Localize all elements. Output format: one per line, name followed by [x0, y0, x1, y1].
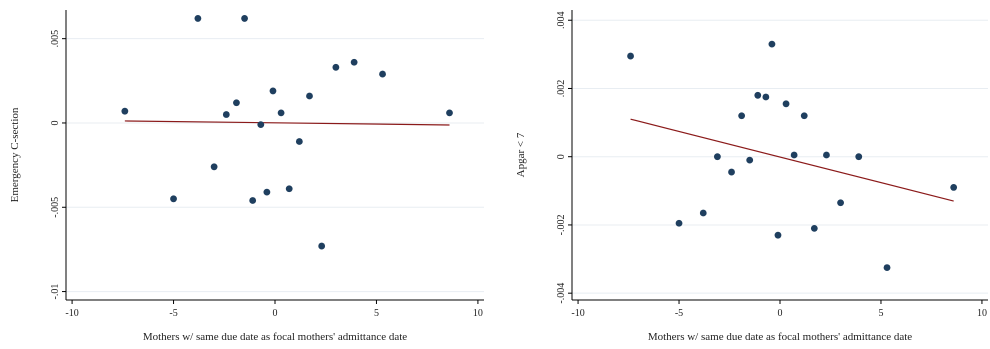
x-tick-label: 0	[778, 308, 783, 319]
data-point	[295, 138, 303, 145]
data-point	[263, 188, 271, 196]
data-point	[332, 63, 340, 71]
chart-emergency-c-section: -.01 -.005 0 .005 -10 -5 0 5 10 Mothers w/ same d…	[9, 10, 484, 343]
data-point	[810, 224, 818, 232]
y-tick-label: -.002	[556, 215, 567, 236]
fit-line	[124, 120, 450, 126]
data-point	[257, 121, 265, 129]
data-point	[233, 99, 240, 107]
data-point	[823, 151, 830, 159]
data-point	[774, 231, 782, 239]
x-tick-label: 10	[473, 308, 483, 319]
data-point	[855, 153, 863, 161]
data-point	[950, 184, 958, 191]
data-point	[350, 58, 358, 66]
y-tick-label: .005	[50, 30, 61, 48]
data-point	[699, 209, 707, 217]
data-point	[883, 264, 891, 271]
data-point	[754, 91, 762, 99]
y-tick-label: 0	[50, 120, 61, 125]
data-point	[837, 199, 844, 207]
x-axis-title: Mothers w/ same due date as focal mother…	[143, 331, 407, 343]
data-point	[277, 109, 285, 117]
y-tick-label: -.004	[556, 283, 567, 304]
x-tick-label: -10	[65, 308, 78, 319]
data-point	[768, 40, 776, 48]
data-point	[194, 15, 202, 22]
x-tick-label: -10	[571, 308, 584, 319]
data-point	[800, 112, 808, 120]
chart-apgar: -.004 -.002 0 .002 .004 -10 -5 0 5 10 Mothers w/ s…	[515, 10, 988, 343]
data-point	[762, 93, 770, 101]
fit-line	[630, 118, 954, 202]
data-point	[782, 100, 790, 108]
data-point	[627, 52, 634, 60]
data-point	[249, 197, 257, 204]
x-tick-label: -5	[675, 308, 683, 319]
y-axis-title: Apgar < 7	[515, 132, 527, 177]
x-tick-label: -5	[169, 308, 177, 319]
y-tick-label: .004	[556, 11, 567, 29]
data-point	[222, 111, 230, 118]
data-point	[170, 195, 177, 203]
data-point	[306, 92, 313, 100]
data-point	[728, 168, 735, 176]
data-point	[713, 153, 721, 161]
data-point	[269, 87, 277, 95]
y-axis-title: Emergency C-section	[9, 107, 21, 202]
x-axis-title: Mothers w/ same due date as focal mother…	[648, 331, 912, 343]
x-tick-label: 5	[878, 308, 883, 319]
y-tick-label: 0	[556, 154, 567, 159]
data-point	[318, 242, 326, 250]
x-tick-label: 10	[977, 308, 987, 319]
data-point	[446, 109, 453, 117]
data-point	[379, 70, 386, 78]
data-point	[790, 151, 798, 159]
data-point	[210, 163, 218, 171]
x-tick-label: 0	[273, 308, 278, 319]
y-tick-label: -.005	[50, 197, 61, 218]
data-point	[285, 185, 293, 193]
data-point	[738, 112, 746, 120]
data-point	[675, 219, 683, 227]
y-tick-label: .002	[556, 80, 567, 98]
y-tick-label: -.01	[50, 284, 61, 300]
data-point	[241, 15, 248, 22]
data-point	[746, 156, 754, 164]
data-point	[121, 107, 129, 115]
x-tick-label: 5	[374, 308, 379, 319]
